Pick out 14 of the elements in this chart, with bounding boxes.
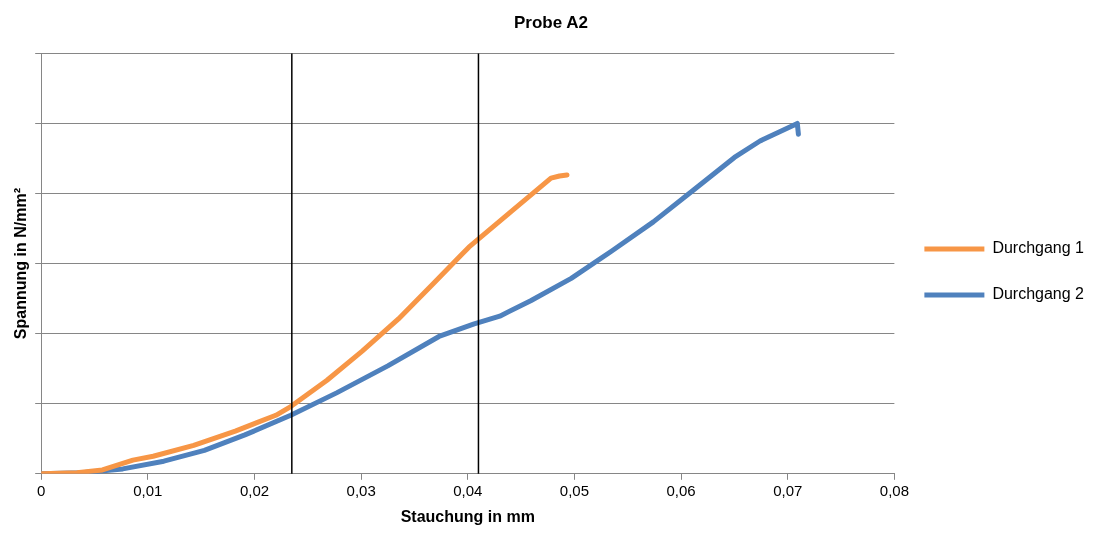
chart-title: Probe A2 xyxy=(513,12,589,32)
y-axis-title: Spannung in N/mm² xyxy=(12,188,30,340)
x-tick-label: 0,04 xyxy=(453,481,483,499)
x-tick-label: 0,08 xyxy=(879,481,909,499)
x-tick-label: 0,01 xyxy=(133,481,163,499)
x-tick-label: 0,05 xyxy=(559,481,590,499)
x-tick-label: 0,07 xyxy=(773,481,803,499)
x-tick-label: 0,02 xyxy=(239,481,270,499)
x-tick-label: 0 xyxy=(37,481,46,499)
x-axis-title: Stauchung in mm xyxy=(400,507,535,525)
legend-label: Durchgang 1 xyxy=(992,239,1085,257)
x-tick-label: 0,03 xyxy=(346,481,376,499)
legend-label: Durchgang 2 xyxy=(992,285,1085,303)
x-tick-label: 0,06 xyxy=(666,481,696,499)
